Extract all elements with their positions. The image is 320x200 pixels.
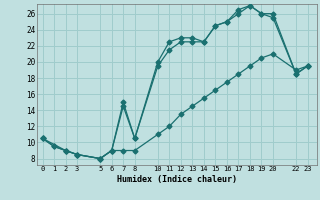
X-axis label: Humidex (Indice chaleur): Humidex (Indice chaleur) xyxy=(117,175,237,184)
